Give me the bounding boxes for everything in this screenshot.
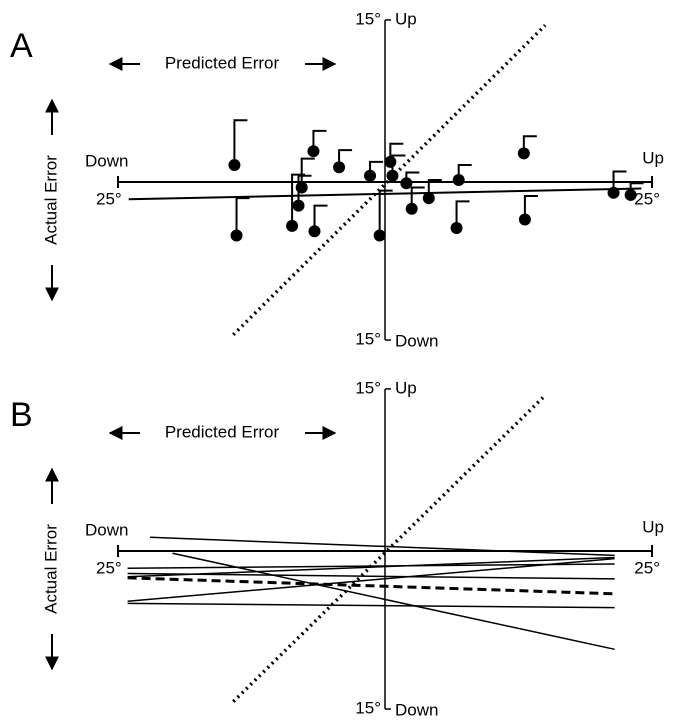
x-tick-label: 25° [634, 189, 660, 208]
subject-line [127, 576, 615, 596]
x-tick-label: 25° [634, 558, 660, 577]
point [307, 145, 320, 158]
subject-line [127, 557, 615, 603]
point [452, 174, 465, 186]
point [286, 219, 299, 232]
subject-line [127, 563, 615, 569]
point [373, 229, 386, 242]
point [450, 222, 463, 235]
point [624, 188, 637, 201]
subject-line [127, 556, 615, 578]
error-bar [233, 119, 248, 166]
panel-label: B [10, 396, 33, 434]
y-tick-label: 15° [355, 9, 381, 28]
y-min-label: Down [395, 332, 438, 351]
y-tick-label: 15° [355, 699, 381, 718]
subject-line [150, 536, 615, 557]
x-tick-label: 25° [96, 189, 122, 208]
point [518, 213, 531, 226]
point [230, 229, 243, 242]
fit-line [128, 187, 642, 201]
point [308, 225, 321, 238]
point [292, 199, 305, 212]
x-min-label: Down [85, 151, 128, 170]
point [422, 192, 435, 205]
error-bar [378, 189, 393, 236]
point [364, 169, 377, 182]
y-min-label: Down [395, 701, 438, 720]
point [405, 202, 418, 215]
point [384, 155, 397, 168]
reference-line [232, 394, 547, 703]
x-label: Predicted Error [165, 422, 280, 441]
x-tick-label: 25° [96, 558, 122, 577]
reference-line [232, 24, 547, 336]
subject-line [127, 602, 615, 609]
x-label: Predicted Error [165, 53, 280, 72]
panel-label: A [10, 27, 33, 65]
error-bar [235, 197, 250, 236]
subject-line [172, 552, 615, 651]
point [386, 169, 399, 182]
point [517, 147, 530, 160]
point [295, 181, 308, 194]
error-bar [291, 173, 306, 226]
x-max-label: Up [642, 517, 664, 536]
x-min-label: Down [85, 520, 128, 539]
y-tick-label: 15° [355, 378, 381, 397]
x-max-label: Up [642, 148, 664, 167]
point [333, 161, 346, 174]
point [400, 177, 413, 190]
y-max-label: Up [395, 378, 417, 397]
subject-line [127, 572, 615, 580]
y-max-label: Up [395, 9, 417, 28]
point [228, 159, 241, 172]
y-label: Actual Error [41, 155, 60, 245]
y-label: Actual Error [41, 524, 60, 614]
y-tick-label: 15° [355, 330, 381, 349]
point [607, 186, 620, 199]
